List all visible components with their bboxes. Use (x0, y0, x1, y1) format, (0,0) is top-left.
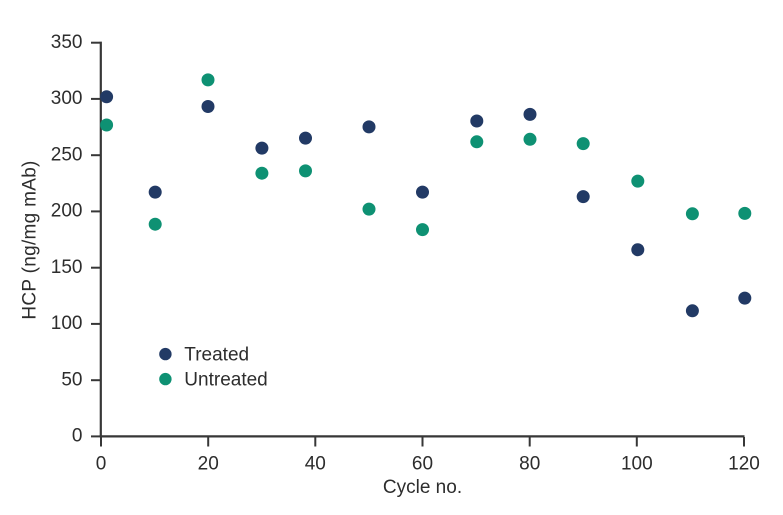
svg-text:250: 250 (51, 145, 83, 166)
svg-text:120: 120 (728, 453, 760, 474)
svg-text:200: 200 (51, 201, 83, 222)
svg-text:60: 60 (412, 453, 433, 474)
svg-text:80: 80 (519, 453, 540, 474)
svg-text:Treated: Treated (184, 345, 249, 366)
svg-text:0: 0 (72, 426, 83, 447)
svg-text:40: 40 (305, 453, 326, 474)
svg-text:HCP (ng/mg mAb): HCP (ng/mg mAb) (20, 160, 41, 319)
svg-text:0: 0 (96, 453, 107, 474)
svg-text:300: 300 (51, 88, 83, 109)
svg-text:Untreated: Untreated (184, 370, 267, 391)
svg-text:100: 100 (621, 453, 653, 474)
svg-text:Cycle no.: Cycle no. (383, 477, 462, 498)
svg-text:350: 350 (51, 32, 83, 53)
svg-text:20: 20 (198, 453, 219, 474)
svg-text:150: 150 (51, 257, 83, 278)
svg-text:50: 50 (61, 370, 82, 391)
svg-text:100: 100 (51, 313, 83, 334)
